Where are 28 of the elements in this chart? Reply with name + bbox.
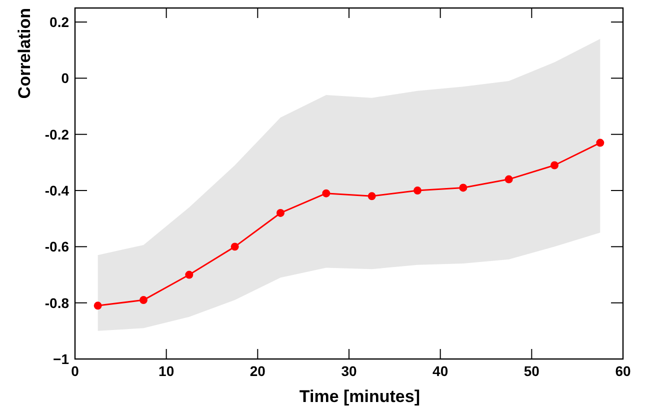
point: [322, 189, 330, 198]
point: [596, 138, 604, 147]
point: [276, 209, 284, 217]
y-axis-title: Correlation: [15, 8, 34, 99]
x-tick-label: 20: [250, 363, 266, 379]
x-tick-label: 50: [524, 363, 540, 379]
y-tick-label: -0.6: [44, 238, 70, 255]
x-axis-title: Time [minutes]: [299, 387, 420, 406]
point: [230, 242, 239, 251]
point: [140, 296, 148, 304]
x-tick-label: 10: [158, 363, 174, 379]
point: [414, 186, 422, 194]
point: [94, 302, 102, 310]
x-tick-label: 30: [341, 363, 357, 379]
y-tick-label: -0.4: [44, 182, 70, 199]
x-tick-label: 60: [615, 363, 631, 379]
x-tick-label: 40: [432, 363, 448, 379]
point: [550, 161, 558, 170]
x-tick-label: 0: [71, 363, 80, 379]
point: [368, 192, 376, 200]
point: [459, 184, 468, 192]
y-tick-label: -0.2: [44, 126, 70, 142]
y-tick-label: −1: [53, 351, 70, 367]
y-tick-label: -0.8: [44, 294, 70, 311]
y-tick-label: 0.2: [50, 14, 70, 30]
point: [185, 270, 194, 279]
point: [504, 175, 513, 184]
y-tick-label: 0: [61, 70, 70, 86]
